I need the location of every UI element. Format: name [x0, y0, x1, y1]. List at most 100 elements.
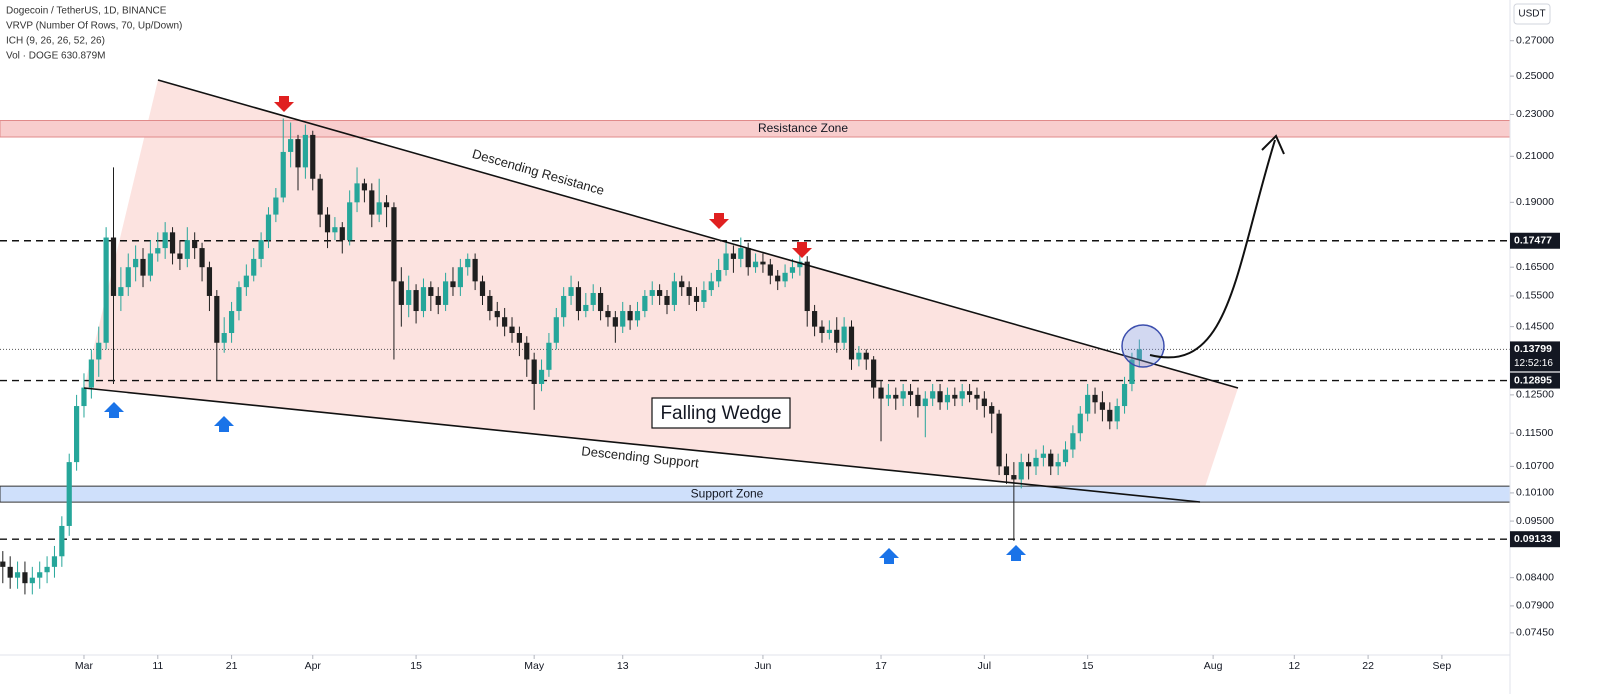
level-badge — [1510, 531, 1560, 548]
candle-body — [561, 295, 567, 318]
x-tick-label: 17 — [875, 660, 887, 672]
x-tick-label: Aug — [1204, 660, 1223, 672]
candle-body — [996, 413, 1002, 467]
candle-body — [893, 394, 899, 399]
candle-body — [804, 261, 810, 312]
level-badge — [1510, 372, 1560, 389]
candle-body — [1033, 457, 1039, 467]
zone-label: Support Zone — [691, 486, 764, 500]
annotation-box — [651, 397, 791, 429]
candle-body — [597, 292, 604, 312]
price-axis: 0.27000 0.25000 0.23000 0.21000 0.19000 0.165… — [1510, 35, 1560, 639]
up-arrow — [214, 416, 234, 432]
candle-body — [863, 352, 869, 360]
candle-body — [74, 406, 80, 463]
candle-body — [686, 287, 692, 296]
x-tick-label: 22 — [1362, 660, 1374, 672]
candle-body — [29, 577, 35, 584]
candle-body — [930, 391, 936, 399]
candle-body — [797, 261, 803, 268]
candles — [0, 118, 1142, 595]
candle-body — [140, 258, 146, 276]
y-tick-label: 0.27000 — [1516, 35, 1554, 47]
level-label: 0.17477 — [1514, 235, 1552, 247]
candle-body — [383, 202, 390, 208]
candle-body — [22, 572, 28, 584]
candle-body — [546, 342, 552, 370]
candle-body — [443, 281, 449, 305]
last-price-label: 0.13799 — [1514, 343, 1552, 355]
candle-body — [1099, 402, 1106, 410]
x-tick-label: 15 — [1082, 660, 1094, 672]
candle-body — [738, 248, 744, 259]
candle-body — [428, 287, 434, 296]
candle-body — [531, 359, 537, 384]
candle-body — [214, 295, 220, 343]
y-tick-label: 0.12500 — [1516, 389, 1554, 401]
highlight-circle — [1121, 324, 1165, 368]
candle-body — [1055, 462, 1061, 467]
y-tick-label: 0.09500 — [1516, 515, 1554, 527]
candle-body — [332, 227, 338, 233]
candle-body — [110, 237, 117, 296]
candle-body — [575, 287, 582, 312]
down-arrow — [792, 242, 812, 258]
candle-body — [177, 253, 183, 259]
candle-body — [206, 267, 213, 296]
currency-label[interactable]: USDT — [1518, 9, 1545, 20]
candle-body — [280, 151, 286, 198]
zone — [0, 119, 1511, 138]
candle-body — [516, 333, 522, 343]
y-tick-label: 0.23000 — [1516, 108, 1554, 120]
down-arrow — [709, 213, 729, 229]
candle-body — [1107, 409, 1113, 422]
currency-button[interactable] — [1513, 3, 1551, 25]
candle-body — [37, 572, 43, 578]
candle-body — [642, 295, 648, 312]
candle-body — [627, 311, 633, 321]
indicator-label: VRVP (Number Of Rows, 70, Up/Down) — [6, 21, 182, 32]
candle-body — [1121, 383, 1128, 407]
candle-body — [88, 359, 94, 388]
candle-body — [671, 281, 677, 305]
symbol-title: Dogecoin / TetherUS, 1D, BINANCE — [6, 6, 167, 17]
candle-body — [664, 295, 670, 305]
candle-body — [885, 394, 891, 399]
candle-body — [767, 264, 773, 276]
candle-body — [125, 267, 131, 288]
candle-body — [14, 572, 21, 578]
y-tick-label: 0.11500 — [1516, 427, 1553, 439]
candle-body — [871, 359, 877, 388]
candle-body — [966, 391, 973, 395]
candle-body — [1062, 449, 1069, 463]
y-tick-label: 0.10100 — [1516, 487, 1554, 499]
candle-body — [716, 269, 722, 282]
candle-body — [878, 387, 884, 399]
header: Dogecoin / TetherUS, 1D, BINANCE VRVP (N… — [6, 6, 182, 62]
y-tick-label: 0.10700 — [1516, 460, 1554, 472]
projection-arrow — [1149, 139, 1276, 359]
candle-body — [361, 183, 368, 191]
candle-body — [708, 281, 714, 291]
candle-body — [1085, 394, 1091, 414]
candle-body — [96, 342, 102, 360]
level-badge — [1510, 232, 1560, 249]
candle-body — [760, 261, 766, 265]
candle-body — [169, 232, 176, 254]
candle-body — [273, 197, 279, 215]
candle-body — [583, 304, 589, 312]
candle-body — [937, 391, 943, 403]
candle-body — [1048, 453, 1054, 467]
candle-body — [1077, 413, 1083, 434]
candle-body — [775, 275, 781, 282]
candle-body — [199, 248, 205, 268]
up-arrow — [1006, 545, 1026, 561]
y-tick-label: 0.08400 — [1516, 571, 1554, 583]
candle-body — [391, 207, 397, 282]
support-trendline — [83, 387, 1201, 503]
candle-body — [900, 391, 906, 399]
candle-body — [834, 329, 840, 343]
candle-body — [1011, 475, 1017, 480]
candle-body — [465, 258, 471, 268]
